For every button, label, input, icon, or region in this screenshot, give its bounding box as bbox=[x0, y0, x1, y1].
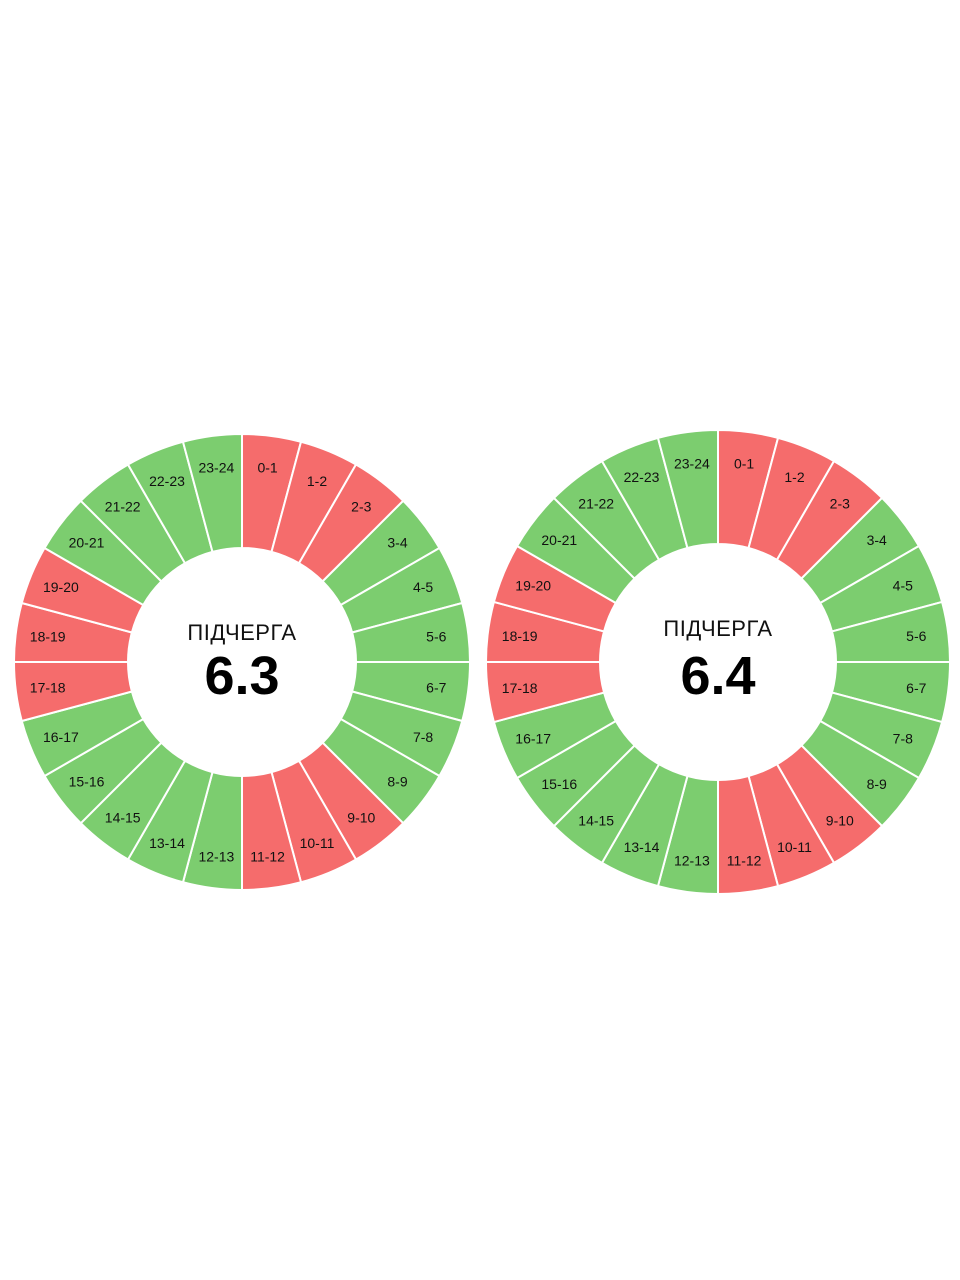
ring-svg-1: 0-1 1-2 2-3 3-4 4-5 5-6 6-7 7-8 8-9 9-10 10-11 11-1… bbox=[12, 432, 472, 892]
hour-label-0-1: 0-1 bbox=[257, 460, 277, 476]
hour-label-11-12: 11-12 bbox=[250, 848, 285, 864]
hour-label-11-12: 11-12 bbox=[727, 852, 762, 868]
hour-label-21-22: 21-22 bbox=[578, 495, 614, 511]
schedule-ring-1: 0-1 1-2 2-3 3-4 4-5 5-6 6-7 7-8 8-9 9-10 10-11 11-1… bbox=[0, 420, 484, 904]
hour-label-6-7: 6-7 bbox=[426, 680, 446, 696]
hour-label-19-20: 19-20 bbox=[43, 579, 79, 595]
hour-label-18-19: 18-19 bbox=[502, 628, 538, 644]
hour-label-12-13: 12-13 bbox=[674, 852, 710, 868]
ring-segments-1 bbox=[12, 432, 472, 892]
hour-label-15-16: 15-16 bbox=[541, 776, 577, 792]
hour-label-5-6: 5-6 bbox=[426, 628, 446, 644]
hour-label-4-5: 4-5 bbox=[413, 579, 433, 595]
hour-label-3-4: 3-4 bbox=[387, 535, 407, 551]
hour-label-7-8: 7-8 bbox=[413, 729, 433, 745]
hour-label-19-20: 19-20 bbox=[515, 578, 551, 594]
hour-label-16-17: 16-17 bbox=[43, 729, 79, 745]
hour-label-13-14: 13-14 bbox=[149, 835, 185, 851]
hour-segment-23-24 bbox=[181, 432, 243, 554]
hour-label-12-13: 12-13 bbox=[198, 848, 234, 864]
hour-label-17-18: 17-18 bbox=[30, 680, 66, 696]
hour-label-20-21: 20-21 bbox=[69, 535, 105, 551]
hour-label-6-7: 6-7 bbox=[906, 680, 926, 696]
ring-labels-2: 0-1 1-2 2-3 3-4 4-5 5-6 6-7 7-8 8-9 9-10 10-11 11-1… bbox=[502, 456, 927, 869]
hour-label-22-23: 22-23 bbox=[149, 473, 185, 489]
ring-segments-2 bbox=[484, 428, 952, 896]
hour-label-20-21: 20-21 bbox=[541, 532, 577, 548]
hour-label-23-24: 23-24 bbox=[674, 456, 710, 472]
hour-label-2-3: 2-3 bbox=[351, 499, 371, 515]
hour-label-16-17: 16-17 bbox=[515, 731, 551, 747]
hour-label-15-16: 15-16 bbox=[69, 773, 105, 789]
hour-label-14-15: 14-15 bbox=[105, 810, 141, 826]
hour-label-21-22: 21-22 bbox=[105, 499, 141, 515]
hour-label-10-11: 10-11 bbox=[300, 835, 335, 851]
subqueue-number-2: 6.4 bbox=[680, 646, 755, 706]
hour-label-10-11: 10-11 bbox=[777, 839, 812, 855]
hour-label-9-10: 9-10 bbox=[826, 813, 854, 829]
hour-label-14-15: 14-15 bbox=[578, 813, 614, 829]
hour-label-22-23: 22-23 bbox=[624, 469, 660, 485]
ring-labels-1: 0-1 1-2 2-3 3-4 4-5 5-6 6-7 7-8 8-9 9-10 10-11 11-1… bbox=[30, 460, 447, 865]
hour-label-0-1: 0-1 bbox=[734, 456, 754, 472]
hour-label-7-8: 7-8 bbox=[893, 731, 913, 747]
subqueue-title-2: ПІДЧЕРГА bbox=[663, 616, 772, 641]
hour-label-5-6: 5-6 bbox=[906, 628, 926, 644]
hour-label-8-9: 8-9 bbox=[867, 776, 887, 792]
hour-label-2-3: 2-3 bbox=[830, 495, 850, 511]
hour-label-13-14: 13-14 bbox=[624, 839, 660, 855]
hour-label-1-2: 1-2 bbox=[784, 469, 804, 485]
subqueue-number-1: 6.3 bbox=[204, 646, 279, 706]
hour-label-3-4: 3-4 bbox=[867, 532, 887, 548]
hour-label-1-2: 1-2 bbox=[307, 473, 327, 489]
hour-label-8-9: 8-9 bbox=[387, 773, 407, 789]
hour-label-17-18: 17-18 bbox=[502, 680, 538, 696]
hour-label-9-10: 9-10 bbox=[347, 810, 375, 826]
hour-segment-23-24 bbox=[656, 428, 719, 550]
hour-label-23-24: 23-24 bbox=[198, 460, 234, 476]
hour-label-18-19: 18-19 bbox=[30, 628, 66, 644]
ring-svg-2: 0-1 1-2 2-3 3-4 4-5 5-6 6-7 7-8 8-9 9-10 10-11 11-1… bbox=[484, 428, 952, 896]
hour-label-4-5: 4-5 bbox=[893, 578, 913, 594]
subqueue-title-1: ПІДЧЕРГА bbox=[187, 620, 296, 645]
schedule-ring-2: 0-1 1-2 2-3 3-4 4-5 5-6 6-7 7-8 8-9 9-10 10-11 11-1… bbox=[476, 414, 960, 898]
